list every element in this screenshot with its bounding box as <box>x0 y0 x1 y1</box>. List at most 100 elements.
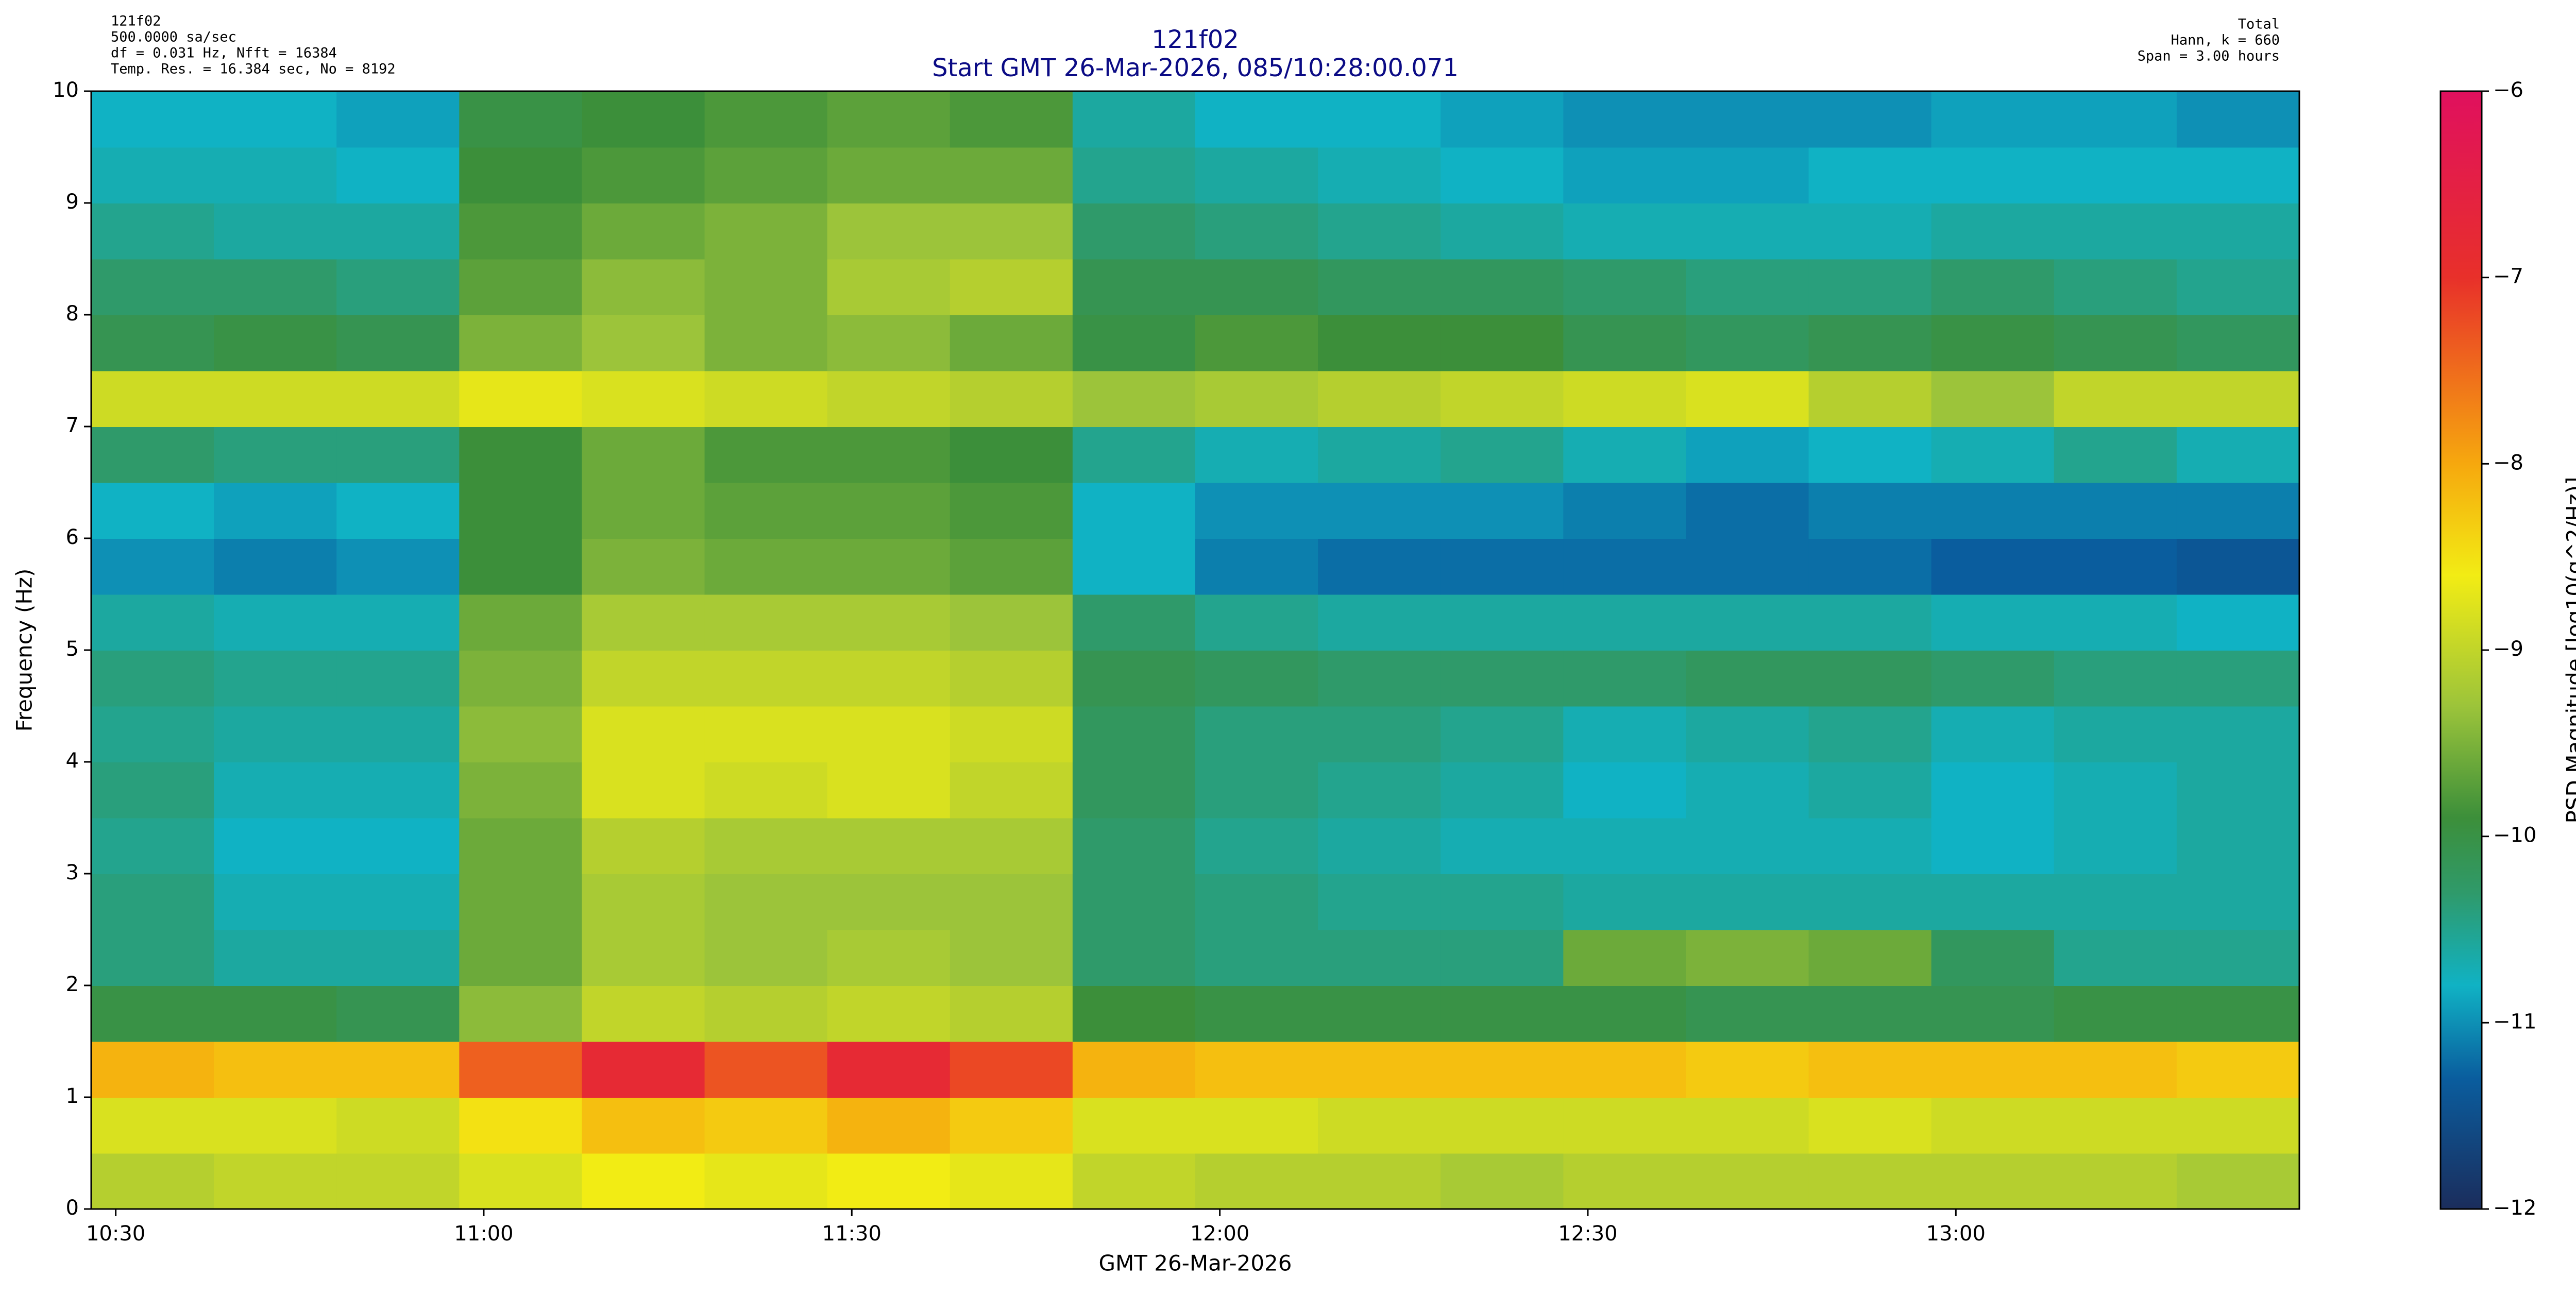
heatmap-cell <box>950 594 1073 651</box>
heatmap-cell <box>582 370 705 427</box>
heatmap-cell <box>582 427 705 483</box>
x-tick-label: 11:30 <box>822 1222 882 1246</box>
heatmap-cell <box>582 762 705 819</box>
heatmap-cell <box>1563 370 1687 427</box>
heatmap-cell <box>1440 594 1564 651</box>
heatmap-cell <box>1072 650 1196 707</box>
heatmap-cell <box>1072 985 1196 1042</box>
heatmap-cell <box>214 594 337 651</box>
heatmap-cell <box>1563 427 1687 483</box>
heatmap-cell <box>1931 594 2055 651</box>
heatmap-cell <box>704 985 828 1042</box>
y-tick-label: 10 <box>53 78 79 102</box>
heatmap-cell <box>1931 1097 2055 1154</box>
heatmap-cell <box>336 259 460 315</box>
heatmap-cell <box>1808 370 1932 427</box>
heatmap-cell <box>214 259 337 315</box>
chart-subtitle: Start GMT 26-Mar-2026, 085/10:28:00.071 <box>932 54 1459 82</box>
heatmap-cell <box>91 482 215 539</box>
heatmap-cell <box>827 1041 951 1098</box>
heatmap-cell <box>336 929 460 986</box>
heatmap-cell <box>1808 1041 1932 1098</box>
heatmap-cell <box>704 259 828 315</box>
heatmap-cell <box>459 706 583 762</box>
heatmap-cell <box>1563 147 1687 203</box>
heatmap-cell <box>827 818 951 874</box>
heatmap-cell <box>827 706 951 762</box>
heatmap-cell <box>459 929 583 986</box>
info-right: Total <box>2238 16 2280 32</box>
y-tick-label: 4 <box>66 749 79 773</box>
heatmap-cell <box>1931 929 2055 986</box>
heatmap-cell <box>2176 650 2300 707</box>
heatmap-cell <box>1318 1097 1442 1154</box>
chart-title: 121f02 <box>1151 25 1239 54</box>
heatmap-cell <box>336 762 460 819</box>
heatmap-cell <box>827 482 951 539</box>
heatmap-cell <box>704 427 828 483</box>
heatmap-cell <box>950 762 1073 819</box>
heatmap-cell <box>459 594 583 651</box>
heatmap-cell <box>582 482 705 539</box>
heatmap-cell <box>2176 929 2300 986</box>
y-axis-label: Frequency (Hz) <box>12 569 37 732</box>
heatmap-cell <box>1563 1153 1687 1210</box>
heatmap-cell <box>214 1097 337 1154</box>
heatmap-cell <box>2176 706 2300 762</box>
x-axis-label: GMT 26-Mar-2026 <box>1099 1251 1292 1276</box>
heatmap-cell <box>704 91 828 148</box>
heatmap-cell <box>1808 427 1932 483</box>
heatmap-cell <box>1808 315 1932 371</box>
colorbar-label: PSD Magnitude [log10(g^2/Hz)] <box>2562 477 2576 824</box>
heatmap-cell <box>1686 91 1809 148</box>
heatmap-cell <box>214 1041 337 1098</box>
heatmap-cell <box>704 315 828 371</box>
heatmap-cell <box>2176 370 2300 427</box>
y-tick-label: 2 <box>66 973 79 996</box>
heatmap-cell <box>1072 427 1196 483</box>
heatmap-cell <box>91 594 215 651</box>
x-tick-label: 10:30 <box>86 1222 145 1246</box>
heatmap-cell <box>827 874 951 930</box>
heatmap-cell <box>704 929 828 986</box>
heatmap-cell <box>336 985 460 1042</box>
heatmap-cell <box>1195 370 1319 427</box>
heatmap-cell <box>1808 1153 1932 1210</box>
y-tick-label: 3 <box>66 861 79 884</box>
heatmap-cell <box>459 147 583 203</box>
heatmap-cell <box>1563 706 1687 762</box>
heatmap-cell <box>459 259 583 315</box>
heatmap-cell <box>459 1153 583 1210</box>
heatmap-cell <box>582 147 705 203</box>
heatmap-cell <box>950 1153 1073 1210</box>
heatmap-cell <box>827 929 951 986</box>
heatmap-cell <box>1318 762 1442 819</box>
heatmap-cell <box>1686 427 1809 483</box>
heatmap-cell <box>704 874 828 930</box>
heatmap-cell <box>91 370 215 427</box>
heatmap-cell <box>336 315 460 371</box>
heatmap-cell <box>704 370 828 427</box>
heatmap-cell <box>459 203 583 260</box>
heatmap-cell <box>1686 762 1809 819</box>
heatmap-cell <box>459 818 583 874</box>
heatmap-cell <box>336 427 460 483</box>
heatmap-cell <box>582 91 705 148</box>
heatmap-cell <box>1808 818 1932 874</box>
heatmap-cell <box>950 1097 1073 1154</box>
heatmap-cell <box>1563 482 1687 539</box>
heatmap-cell <box>459 91 583 148</box>
heatmap-cell <box>2054 929 2177 986</box>
heatmap-cell <box>2054 259 2177 315</box>
heatmap-cell <box>214 874 337 930</box>
heatmap-cell <box>1072 874 1196 930</box>
heatmap-cell <box>214 818 337 874</box>
heatmap-cell <box>1440 1097 1564 1154</box>
heatmap-cell <box>1808 1097 1932 1154</box>
heatmap-cell <box>1563 762 1687 819</box>
heatmap-cell <box>827 315 951 371</box>
heatmap-cell <box>1318 538 1442 595</box>
heatmap-cell <box>2054 203 2177 260</box>
heatmap-cell <box>1318 427 1442 483</box>
